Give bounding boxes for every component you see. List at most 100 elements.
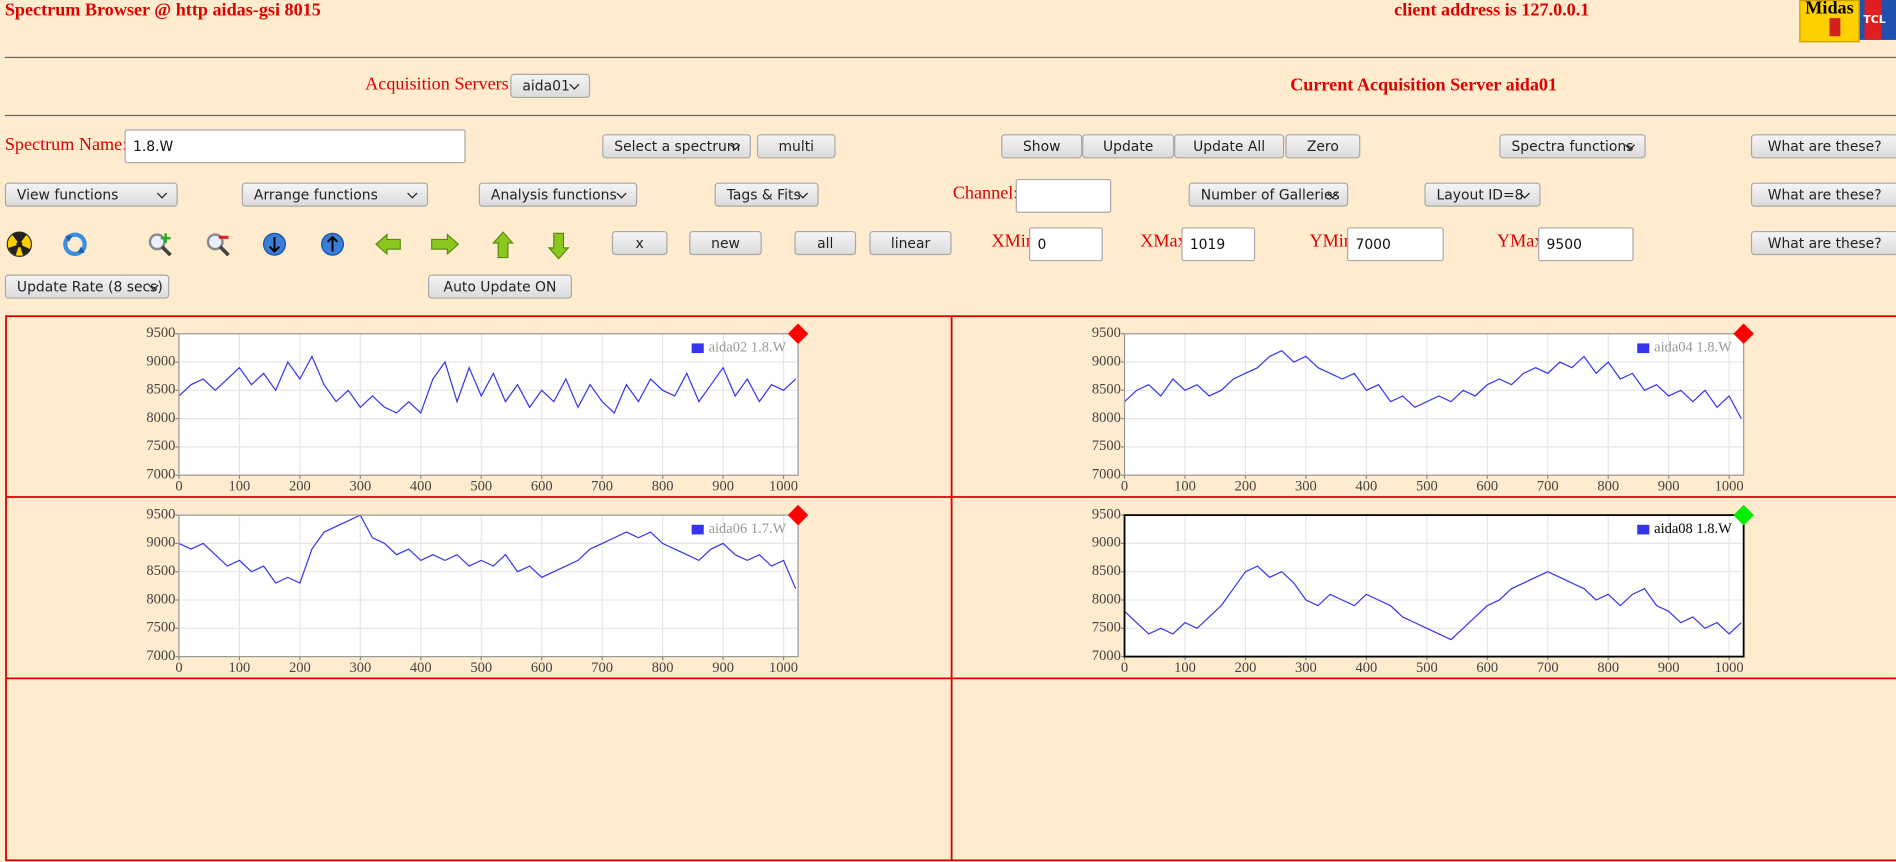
- x-tick-label: 600: [531, 660, 553, 676]
- y-tick-label: 7500: [1092, 438, 1121, 454]
- logo-text: TCL: [1863, 14, 1886, 27]
- x-tick-label: 100: [1174, 660, 1196, 676]
- up-icon[interactable]: [490, 231, 517, 260]
- all-button[interactable]: all: [794, 230, 857, 256]
- x-tick-label: 900: [712, 660, 734, 676]
- status-marker: [1733, 323, 1754, 344]
- y-tick-label: 8500: [1092, 563, 1121, 579]
- x-tick-label: 700: [591, 660, 613, 676]
- server-select[interactable]: aida01: [510, 73, 591, 98]
- zoom-out-icon[interactable]: [204, 231, 233, 258]
- ymin-input[interactable]: 7000: [1347, 227, 1444, 262]
- view-functions-select[interactable]: View functions: [4, 182, 178, 207]
- page-title: Spectrum Browser @ http aidas-gsi 8015: [4, 1, 321, 21]
- reset-icon[interactable]: [6, 231, 33, 258]
- x-tick-label: 500: [1416, 660, 1438, 676]
- x-tick-label: 900: [712, 479, 734, 495]
- x-tick-label: 200: [289, 660, 311, 676]
- xmin-input[interactable]: 0: [1029, 227, 1103, 262]
- ymin-label: YMin: [1309, 232, 1353, 252]
- x-tick-label: 100: [1174, 479, 1196, 495]
- x-tick-label: 200: [289, 479, 311, 495]
- x-tick-label: 900: [1658, 660, 1680, 676]
- logo-icon: [1864, 0, 1882, 40]
- y-tick-label: 7000: [1092, 467, 1121, 483]
- y-tick-label: 8000: [1092, 591, 1121, 607]
- x-tick-label: 800: [1597, 479, 1619, 495]
- spectrum-input[interactable]: 1.8.W: [124, 129, 466, 164]
- arrange-functions-select[interactable]: Arrange functions: [241, 182, 429, 207]
- y-tick-label: 9500: [1092, 325, 1121, 341]
- plot-area: [1124, 515, 1744, 657]
- gallery-frame: [5, 315, 1896, 862]
- y-tick-label: 9000: [146, 535, 175, 551]
- spectrum-line: [178, 514, 797, 589]
- update-button[interactable]: Update: [1082, 134, 1175, 159]
- ymax-input[interactable]: 9500: [1538, 227, 1634, 262]
- linear-button[interactable]: linear: [869, 230, 952, 256]
- y-tick-label: 9500: [146, 506, 175, 522]
- right-icon[interactable]: [429, 231, 460, 258]
- plot-frame: [178, 514, 799, 658]
- show-button[interactable]: Show: [1001, 134, 1083, 159]
- x-tick-label: 500: [1416, 479, 1438, 495]
- analysis-functions-select[interactable]: Analysis functions: [478, 182, 638, 207]
- galleries-select[interactable]: Number of Galleries: [1188, 182, 1349, 207]
- y-tick-label: 9000: [1092, 353, 1121, 369]
- x-tick-label: 100: [229, 479, 251, 495]
- servers-label: Acquisition Servers: [365, 74, 509, 95]
- zoom-in-icon[interactable]: [146, 231, 175, 258]
- refresh-icon[interactable]: [62, 231, 89, 258]
- update-all-button[interactable]: Update All: [1174, 134, 1285, 159]
- help-button[interactable]: What are these?: [1750, 230, 1896, 256]
- update-rate-select[interactable]: Update Rate (8 secs): [4, 274, 170, 299]
- help-button[interactable]: What are these?: [1750, 134, 1896, 159]
- x-tick-label: 0: [1121, 660, 1128, 676]
- x-button[interactable]: x: [611, 230, 668, 256]
- x-tick-label: 200: [1235, 479, 1257, 495]
- auto-update-button[interactable]: Auto Update ON: [428, 274, 572, 299]
- y-tick-label: 8500: [1092, 382, 1121, 398]
- y-tick-label: 7500: [146, 620, 175, 636]
- legend-swatch: [691, 524, 704, 535]
- midas-logo: Midas: [1799, 0, 1860, 43]
- down-icon[interactable]: [545, 231, 572, 260]
- y-tick-label: 8000: [146, 591, 175, 607]
- tags-fits-select[interactable]: Tags & Fits: [714, 182, 819, 207]
- scale-up-icon[interactable]: [319, 231, 346, 258]
- scale-down-icon[interactable]: [261, 231, 288, 258]
- left-icon[interactable]: [374, 231, 403, 258]
- y-tick-label: 7000: [146, 648, 175, 664]
- separator: [4, 114, 1896, 117]
- new-button[interactable]: new: [689, 230, 762, 256]
- legend-swatch: [691, 343, 704, 354]
- x-tick-label: 100: [229, 660, 251, 676]
- zero-button[interactable]: Zero: [1285, 134, 1361, 159]
- channel-input[interactable]: [1015, 178, 1112, 213]
- x-tick-label: 800: [652, 479, 674, 495]
- help-button[interactable]: What are these?: [1750, 182, 1896, 207]
- x-tick-label: 700: [591, 479, 613, 495]
- x-tick-label: 600: [531, 479, 553, 495]
- spectrum-select[interactable]: Select a spectrum: [602, 134, 751, 159]
- y-tick-label: 7000: [1092, 648, 1121, 664]
- y-tick-label: 9000: [146, 353, 175, 369]
- x-tick-label: 300: [349, 660, 371, 676]
- plot-frame: [1123, 333, 1745, 476]
- x-tick-label: 300: [349, 479, 371, 495]
- layout-select[interactable]: Layout ID=8: [1424, 182, 1541, 207]
- x-tick-label: 700: [1537, 660, 1559, 676]
- multi-button[interactable]: multi: [756, 134, 836, 159]
- y-tick-label: 8500: [146, 382, 175, 398]
- x-tick-label: 200: [1235, 660, 1257, 676]
- plot-frame: [1123, 514, 1745, 658]
- channel-label: Channel:: [952, 183, 1019, 204]
- spectra-functions-select[interactable]: Spectra functions: [1499, 134, 1646, 159]
- xmax-input[interactable]: 1019: [1181, 227, 1256, 262]
- x-tick-label: 600: [1476, 660, 1498, 676]
- x-tick-label: 500: [470, 660, 492, 676]
- spectrum-line: [178, 354, 797, 415]
- x-tick-label: 800: [1597, 660, 1619, 676]
- y-tick-label: 7000: [146, 467, 175, 483]
